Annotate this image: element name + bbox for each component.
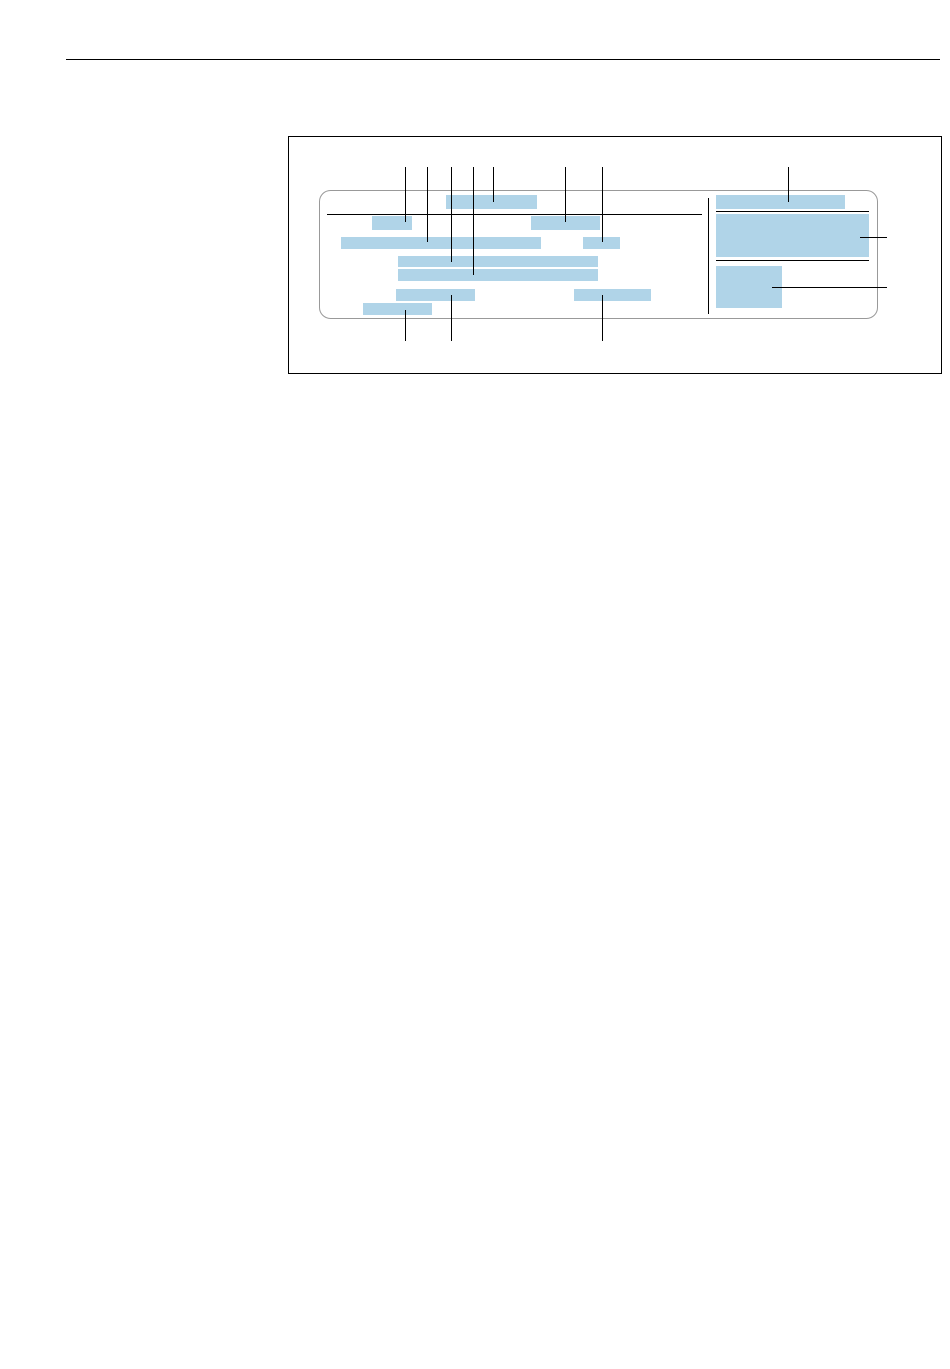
leader-lines [327,167,887,341]
figure-frame [288,136,942,374]
nameplate-field [583,237,620,249]
nameplate-field [531,216,600,230]
nameplate-field [716,266,782,308]
nameplate-field [716,195,845,209]
nameplate-field [372,216,412,230]
nameplate-field [363,303,432,315]
header-rule [66,59,940,60]
nameplate-field [396,289,475,301]
nameplate-fields [341,195,869,315]
nameplate-field [716,214,869,257]
nameplate-field [398,256,598,267]
nameplate-field [574,289,651,301]
nameplate-field [446,195,537,209]
nameplate-field [341,237,541,249]
nameplate-outline [319,190,878,319]
nameplate-field [398,269,598,281]
